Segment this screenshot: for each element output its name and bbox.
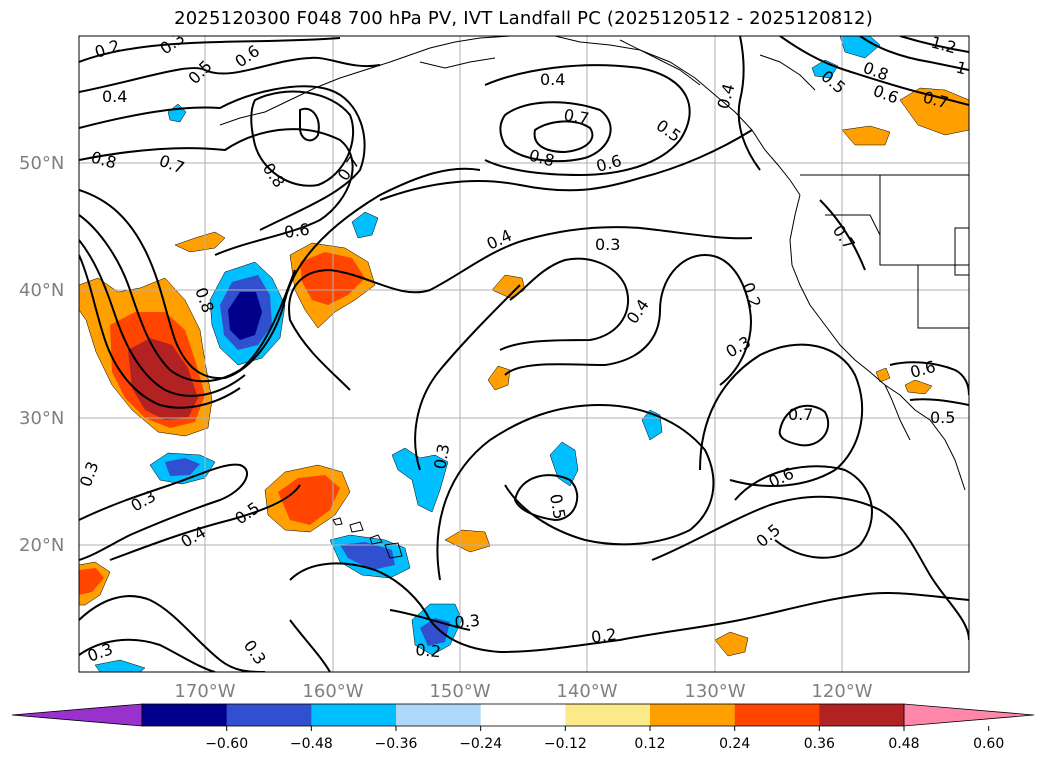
contour-label: 0.7: [334, 153, 364, 185]
contour-label: 0.6: [871, 81, 901, 108]
contour-label: 0.7: [788, 405, 813, 424]
colorbar: −0.60 −0.48 −0.36 −0.24 −0.12 0.12 0.24 0.36 0.4…: [11, 703, 1035, 752]
contour-label: 0.6: [908, 357, 938, 382]
lat-label: 50°N: [19, 153, 64, 174]
small-orange-3: [487, 365, 511, 391]
colorbar-swatch: [480, 704, 566, 726]
small-blue-2: [167, 103, 187, 123]
colorbar-swatch: [819, 704, 905, 726]
contour-label: 0.6: [283, 220, 311, 242]
contour-label: 0.2: [590, 625, 618, 647]
negative-anomaly-central: [391, 447, 449, 513]
lon-label: 150°W: [429, 681, 490, 702]
negative-anomaly-hawaii-core: [340, 542, 395, 570]
colorbar-tick-label: −0.48: [290, 736, 333, 752]
small-blue-7: [839, 36, 881, 59]
latitude-labels: 50°N 40°N 30°N 20°N: [19, 153, 64, 556]
colorbar-swatch: [650, 704, 736, 726]
colorbar-tick-label: 0.48: [888, 736, 919, 752]
colorbar-tick-label: −0.24: [459, 736, 502, 752]
colorbar-border: [141, 703, 905, 727]
chart-title: 2025120300 F048 700 hPa PV, IVT Landfall…: [174, 8, 873, 29]
contour-label: 0.4: [540, 70, 565, 89]
contour-label: 0.5: [752, 520, 784, 551]
lat-label: 20°N: [19, 535, 64, 556]
contour-label: 1.2: [929, 33, 959, 58]
contour-label: 0.7: [562, 105, 590, 128]
positive-anomaly-south-core: [278, 475, 340, 525]
map-frame: [78, 35, 970, 673]
small-orange-9: [904, 379, 933, 395]
small-blue-3: [549, 441, 579, 487]
contour-label: 0.5: [184, 56, 215, 87]
lat-label: 40°N: [19, 280, 64, 301]
contour-label: 0.7: [157, 151, 187, 178]
colorbar-tick-label: −0.60: [205, 736, 248, 752]
contour-label: 1: [954, 58, 969, 79]
lon-label: 130°W: [684, 681, 745, 702]
lon-label: 170°W: [174, 681, 235, 702]
contour-label: 0.5: [231, 498, 263, 528]
longitude-labels: 170°W 160°W 150°W 140°W 130°W 120°W: [174, 681, 872, 702]
small-orange-8: [875, 367, 891, 383]
colorbar-swatch: [734, 704, 820, 726]
small-orange-5: [714, 631, 749, 657]
small-blue-5-core: [420, 618, 450, 646]
small-blue-6: [94, 659, 146, 672]
contour-label: 0.2: [415, 640, 442, 661]
contour-label: 0.2: [738, 280, 765, 310]
colorbar-tick-label: 0.12: [634, 736, 665, 752]
lon-label: 160°W: [302, 681, 363, 702]
colorbar-swatch: [396, 704, 482, 726]
lon-label: 120°W: [811, 681, 872, 702]
lat-label: 30°N: [19, 408, 64, 429]
contour-label: 0.5: [546, 492, 569, 520]
contour-label: 0.3: [76, 459, 103, 489]
colorbar-tick-label: −0.12: [544, 736, 587, 752]
colorbar-extend-min: [11, 703, 143, 727]
colorbar-swatch: [226, 704, 312, 726]
colorbar-tick-label: −0.36: [375, 736, 418, 752]
small-orange-4: [444, 529, 491, 553]
colorbar-tick-label: 0.60: [973, 736, 1004, 752]
negative-anomaly-southwest-core: [165, 458, 200, 476]
small-orange-6-core: [79, 568, 104, 595]
lon-label: 140°W: [556, 681, 617, 702]
colorbar-swatch: [565, 704, 651, 726]
contour-label: 0.8: [861, 58, 891, 85]
contour-labels: 0.2 0.3 0.5 0.6 0.4 0.8 0.7 0.8 0.6 0.8 …: [76, 28, 969, 668]
negative-anomaly-max: [228, 292, 262, 340]
contour-label: 0.3: [454, 611, 481, 632]
colorbar-swatch: [142, 704, 228, 726]
contour-label: 0.3: [430, 442, 453, 470]
small-orange-1: [174, 231, 226, 253]
gridlines: [79, 36, 969, 672]
colorbar-tick-label: 0.36: [804, 736, 835, 752]
contour-label: 0.2: [92, 36, 122, 62]
contour-label: 0.4: [102, 87, 127, 106]
small-blue-1: [351, 211, 379, 239]
pv-contours: [79, 36, 969, 672]
colorbar-extend-max: [903, 703, 1035, 727]
colorbar-tick-label: 0.24: [719, 736, 750, 752]
contour-label: 0.8: [259, 159, 289, 191]
small-orange-2: [491, 274, 526, 299]
contour-label: 0.5: [930, 408, 955, 427]
contour-label: 0.8: [527, 146, 557, 171]
contour-label: 0.3: [240, 636, 270, 668]
positive-anomaly-west-max: [128, 338, 198, 420]
coastlines: [219, 36, 969, 559]
contour-label: 0.3: [156, 28, 188, 58]
contour-label: 0.4: [714, 82, 739, 112]
colorbar-swatch: [311, 704, 397, 726]
contour-label: 0.4: [484, 226, 515, 254]
contour-label: 0.3: [595, 235, 620, 254]
contour-label: 0.8: [89, 148, 119, 173]
small-orange-7: [841, 125, 891, 146]
